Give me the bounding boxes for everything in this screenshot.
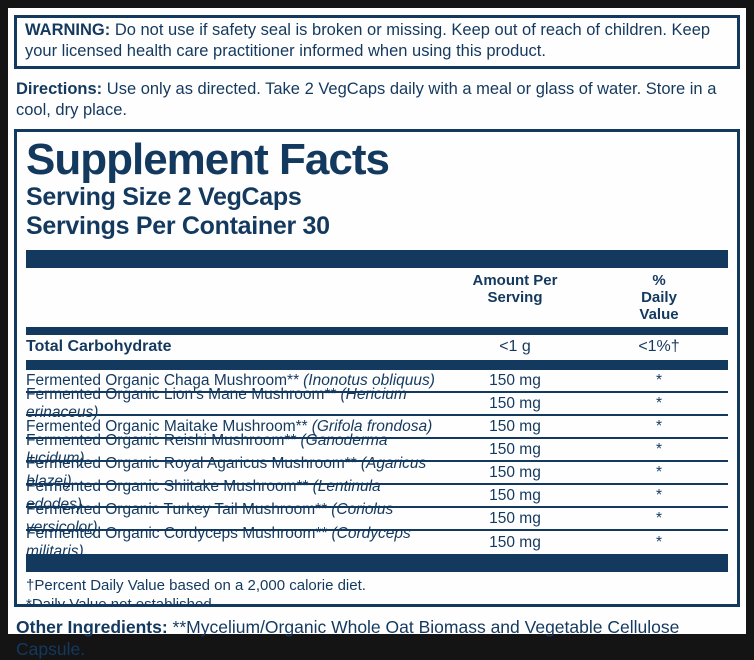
ingredient-name: Fermented Organic Chaga Mushroom**	[26, 371, 300, 389]
ingredient-latin: (Ganoderma lucidum)	[26, 431, 388, 467]
ingredient-name: Fermented Organic Lion's Mane Mushroom**	[26, 385, 337, 403]
ingredient-daily-value: *	[655, 463, 663, 481]
divider-bar-bottom	[26, 554, 728, 572]
ingredient-row: Fermented Organic Lion's Mane Mushroom**…	[26, 386, 728, 421]
ingredient-daily-value: *	[655, 394, 663, 412]
ingredient-daily-value: *	[655, 509, 663, 527]
ingredient-name: Fermented Organic Royal Agaricus Mushroo…	[26, 454, 357, 472]
ingredient-amount: 150 mg	[489, 417, 541, 435]
servings-per-container: Servings Per Container 30	[26, 212, 330, 240]
ingredient-latin: (Cordyceps militaris)	[26, 524, 411, 560]
column-header-amount: Amount Per Serving	[472, 272, 558, 306]
serving-size: Serving Size 2 VegCaps	[26, 183, 302, 211]
ingredient-amount: 150 mg	[489, 440, 541, 458]
ingredient-latin: (Agaricus blazei)	[26, 454, 427, 490]
ingredient-name: Fermented Organic Shiitake Mushroom**	[26, 477, 309, 495]
ingredient-row: Fermented Organic Shiitake Mushroom** (Le…	[26, 478, 728, 513]
ingredient-name: Fermented Organic Cordyceps Mushroom**	[26, 524, 328, 542]
ingredient-daily-value: *	[655, 486, 663, 504]
panel-title: Supplement Facts	[26, 135, 390, 184]
ingredient-amount: 150 mg	[489, 533, 541, 551]
ingredient-name: Fermented Organic Turkey Tail Mushroom**	[26, 500, 328, 518]
ingredient-latin: (Inonotus obliquus)	[303, 371, 435, 389]
directions-text: Use only as directed. Take 2 VegCaps dai…	[16, 80, 717, 119]
carbohydrate-amount: <1 g	[499, 338, 531, 355]
carbohydrate-daily-value: <1%†	[638, 338, 680, 355]
supplement-label: WARNING: Do not use if safety seal is br…	[8, 8, 746, 659]
warning-box: WARNING: Do not use if safety seal is br…	[14, 15, 740, 69]
ingredient-amount: 150 mg	[489, 371, 541, 389]
directions: Directions: Use only as directed. Take 2…	[16, 79, 738, 121]
carbohydrate-row: Total Carbohydrate <1 g <1%†	[26, 335, 728, 360]
ingredient-daily-value: *	[655, 440, 663, 458]
ingredient-row: Fermented Organic Reishi Mushroom** (Gano…	[26, 432, 728, 467]
column-header-daily-value: % Daily Value	[639, 272, 679, 323]
ingredient-row: Fermented Organic Chaga Mushroom** (Inono…	[26, 370, 728, 393]
ingredient-latin: (Grifola frondosa)	[311, 417, 433, 435]
footnotes: †Percent Daily Value based on a 2,000 ca…	[26, 576, 728, 607]
warning-text: Do not use if safety seal is broken or m…	[25, 21, 711, 60]
other-ingredients: Other Ingredients: **Mycelium/Organic Wh…	[16, 616, 738, 660]
table-header-row: Amount Per Serving % Daily Value	[26, 268, 728, 327]
ingredient-amount: 150 mg	[489, 463, 541, 481]
directions-label: Directions:	[16, 80, 103, 98]
ingredient-latin: (Coriolus versicolor)	[26, 500, 394, 536]
ingredient-daily-value: *	[655, 417, 663, 435]
ingredient-row: Fermented Organic Cordyceps Mushroom** (C…	[26, 525, 728, 560]
divider-bar-mid	[26, 360, 728, 370]
divider-bar-top	[26, 250, 728, 268]
ingredient-row: Fermented Organic Royal Agaricus Mushroo…	[26, 455, 728, 490]
footnote-not-established: *Daily Value not established.	[26, 596, 216, 607]
ingredient-amount: 150 mg	[489, 394, 541, 412]
ingredient-row: Fermented Organic Maitake Mushroom** (Gri…	[26, 416, 728, 439]
ingredient-row: Fermented Organic Turkey Tail Mushroom**…	[26, 501, 728, 536]
footnote-daily-value: †Percent Daily Value based on a 2,000 ca…	[26, 577, 366, 594]
warning-label: WARNING:	[25, 21, 111, 39]
ingredient-latin: (Lentinula edodes)	[26, 477, 381, 513]
supplement-facts-panel: Supplement Facts Serving Size 2 VegCaps …	[14, 129, 740, 607]
ingredient-amount: 150 mg	[489, 509, 541, 527]
other-ingredients-label: Other Ingredients:	[16, 617, 168, 637]
carbohydrate-name: Total Carbohydrate	[26, 338, 172, 355]
ingredient-amount: 150 mg	[489, 486, 541, 504]
ingredient-table: Fermented Organic Chaga Mushroom** (Inono…	[26, 370, 728, 560]
ingredient-daily-value: *	[655, 371, 663, 389]
ingredient-latin: (Hericium erinaceus)	[26, 385, 407, 421]
ingredient-name: Fermented Organic Reishi Mushroom**	[26, 431, 297, 449]
ingredient-name: Fermented Organic Maitake Mushroom**	[26, 417, 308, 435]
divider-bar-thin	[26, 327, 728, 335]
ingredient-daily-value: *	[655, 533, 663, 551]
